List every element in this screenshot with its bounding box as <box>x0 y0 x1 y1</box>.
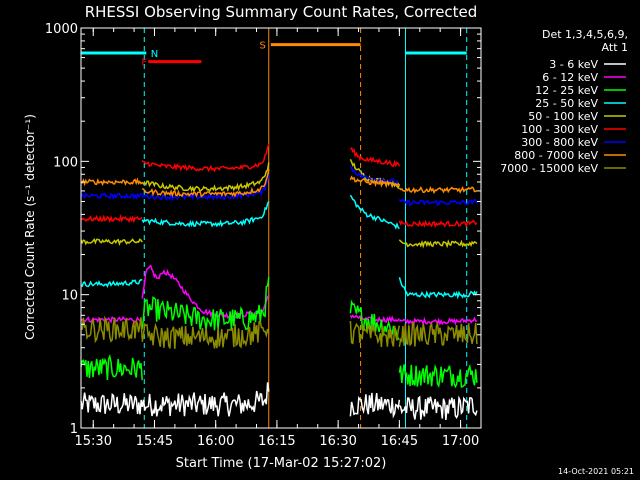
legend-label-5: 100 - 300 keV <box>521 123 598 136</box>
series-8-segment-3 <box>398 320 478 347</box>
series-3-segment-3 <box>398 277 478 300</box>
series-4-segment-3 <box>398 239 478 249</box>
x-tick-label-3: 16:15 <box>258 434 295 449</box>
x-tick-label-5: 16:45 <box>381 434 418 449</box>
series-6-segment-1 <box>141 174 270 202</box>
x-tick-label-6: 17:00 <box>442 434 479 449</box>
flag-label-N: N <box>151 49 158 60</box>
y-tick-label-0: 1 <box>70 422 78 437</box>
series-4-segment-0 <box>80 238 143 246</box>
legend-label-7: 800 - 7000 keV <box>514 149 598 162</box>
legend-label-6: 300 - 800 keV <box>521 136 598 149</box>
x-tick-label-1: 15:45 <box>136 434 173 449</box>
series-3-segment-1 <box>141 201 270 228</box>
flag-label-F: F <box>141 58 147 69</box>
y-tick-label-1: 10 <box>61 289 78 304</box>
legend-label-2: 12 - 25 keV <box>535 84 598 97</box>
legend-label-8: 7000 - 15000 keV <box>500 162 598 175</box>
series-5-segment-0 <box>80 213 143 224</box>
series-2-segment-0 <box>80 354 143 381</box>
series-7-segment-0 <box>80 177 143 187</box>
legend-label-0: 3 - 6 keV <box>549 58 598 71</box>
series-2-segment-3 <box>398 363 478 389</box>
plot-area: NF S 1 10 100 1000 15:30 15:45 16:00 16:15 16:30 16… <box>45 22 626 449</box>
series-0-segment-2 <box>398 395 478 420</box>
series-3-segment-2 <box>349 194 400 230</box>
series-6-segment-2 <box>349 165 400 186</box>
x-axis-label: Start Time (17-Mar-02 15:27:02) <box>176 456 387 471</box>
footer-timestamp: 14-Oct-2021 05:21 <box>558 467 634 476</box>
legend-header-line-2: Att 1 <box>602 41 628 54</box>
series-3-segment-0 <box>80 278 143 288</box>
series-0-segment-1 <box>349 392 401 419</box>
series-8-segment-0 <box>80 315 143 344</box>
series-1-segment-3 <box>398 316 477 326</box>
flag-label-S: S <box>259 41 265 52</box>
series-5-segment-2 <box>349 146 401 168</box>
series-7-segment-3 <box>398 185 478 195</box>
series-6-segment-0 <box>80 191 143 201</box>
chart-title: RHESSI Observing Summary Count Rates, Co… <box>85 3 478 21</box>
series-0-segment-0 <box>80 382 270 417</box>
series-1-segment-1 <box>141 264 270 320</box>
series-7-segment-2 <box>349 175 401 189</box>
series-5-segment-1 <box>141 143 270 173</box>
x-tick-label-4: 16:30 <box>319 434 356 449</box>
legend-label-3: 25 - 50 keV <box>535 97 598 110</box>
x-tick-label-2: 16:00 <box>197 434 234 449</box>
legend-label-4: 50 - 100 keV <box>528 110 598 123</box>
series-2-segment-1 <box>141 276 270 331</box>
legend-label-1: 6 - 12 keV <box>542 71 598 84</box>
plot-frame <box>80 27 482 429</box>
series-7-segment-1 <box>141 168 270 198</box>
series-8-segment-1 <box>141 320 270 349</box>
series-5-segment-3 <box>398 219 478 229</box>
series-6-segment-3 <box>398 198 478 206</box>
series-8-segment-2 <box>349 320 401 347</box>
y-tick-label-2: 100 <box>53 155 78 170</box>
series-4-segment-1 <box>141 162 270 193</box>
y-axis-label: Corrected Count Rate (s⁻¹ detector⁻¹) <box>23 114 37 340</box>
y-tick-label-3: 1000 <box>45 22 78 37</box>
x-tick-label-0: 15:30 <box>75 434 112 449</box>
legend-header-line-1: Det 1,3,4,5,6,9, <box>542 28 628 41</box>
series-1-segment-0 <box>80 315 143 324</box>
